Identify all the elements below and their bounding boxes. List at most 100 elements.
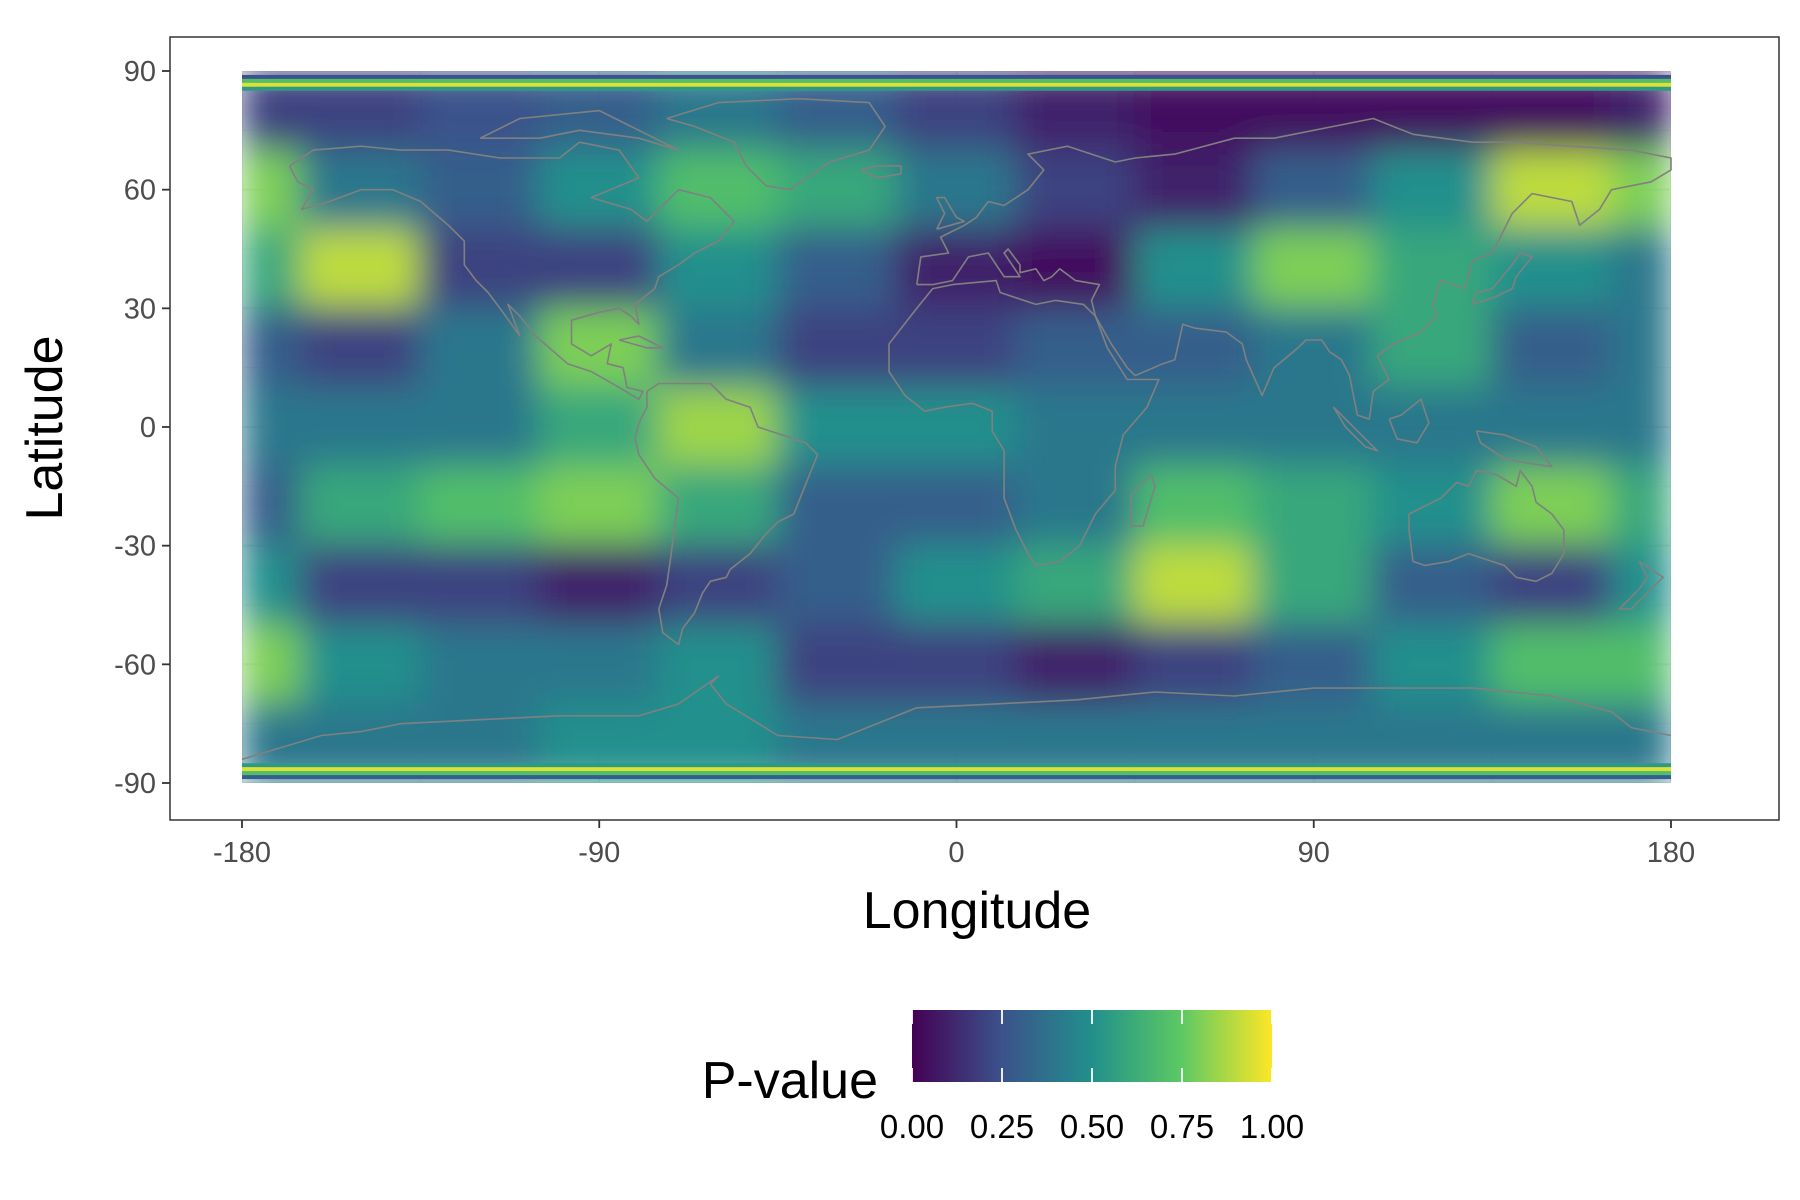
heatmap-cell: [1491, 149, 1613, 231]
y-axis: 90 60 30 0 -30 -60 -90: [114, 56, 170, 800]
coastline-eurasia: [916, 117, 1672, 420]
heatmap-cell: [241, 386, 303, 468]
heatmap-cell: [895, 544, 1018, 626]
polar-band: [242, 775, 1671, 780]
heatmap-cell: [1015, 623, 1137, 705]
heatmap-cell: [1610, 228, 1672, 310]
polar-band: [242, 74, 1671, 79]
x-tick-label: -180: [213, 837, 271, 869]
heatmap-cell: [657, 623, 779, 705]
coastline-japan: [1471, 252, 1533, 306]
y-tick-label: 60: [124, 175, 156, 207]
heatmap-cell: [419, 623, 541, 705]
colorbar-tick-label: 0.00: [880, 1108, 944, 1145]
heatmap-cell: [538, 623, 660, 705]
heatmap-cell: [657, 386, 779, 468]
heatmap-cell: [1253, 544, 1375, 626]
heatmap-cell: [300, 544, 422, 626]
colorbar-tick-label: 0.75: [1150, 1108, 1214, 1145]
heatmap-cell: [1372, 623, 1494, 705]
heatmap-cell: [1610, 623, 1672, 705]
heatmap-cell: [1372, 544, 1494, 626]
heatmap-cell: [538, 544, 660, 626]
colorbar-legend: P-value 0.00 0.25 0.50 0.75 1.00: [702, 1010, 1304, 1145]
heatmap-cell: [1610, 307, 1672, 389]
heatmap-cell: [538, 465, 660, 547]
heatmap-cell: [241, 149, 303, 231]
heatmap-cell: [1015, 544, 1137, 626]
heatmap-cell: [776, 386, 898, 468]
coastline-new-guinea: [1475, 430, 1553, 468]
heatmap-extent-mask: [170, 37, 1779, 820]
x-tick-label: 90: [1298, 837, 1330, 869]
heatmap-cell: [1253, 386, 1375, 468]
coastline-overlay: [241, 97, 1672, 761]
heatmap-cell: [1134, 544, 1256, 626]
heatmap-cell: [776, 465, 898, 547]
heatmap-cell: [895, 386, 1018, 468]
coastline-sumatra: [1332, 406, 1379, 452]
polar-band: [242, 767, 1671, 772]
heatmap-cell: [1610, 149, 1672, 231]
heatmap-cell: [1134, 465, 1256, 547]
heatmap-cell: [1134, 149, 1256, 231]
heatmap-cell: [1372, 386, 1494, 468]
heatmap-cell: [241, 465, 303, 547]
heatmap-cell: [538, 307, 660, 389]
coastline-south-america: [634, 382, 819, 646]
heatmap-cell: [1253, 465, 1375, 547]
coastline-north-america: [288, 141, 736, 401]
heatmap-cell: [419, 149, 541, 231]
colorbar-tick-label: 1.00: [1240, 1108, 1304, 1145]
heatmap-cell: [1372, 149, 1494, 231]
heatmap-cell: [1015, 386, 1137, 468]
polar-band: [242, 763, 1671, 768]
heatmap-cell: [776, 307, 898, 389]
colorbar-tick-label: 0.25: [970, 1108, 1034, 1145]
heatmap-cell: [1372, 465, 1494, 547]
heatmap-cell: [1491, 386, 1613, 468]
coastline-british-isles: [935, 196, 966, 230]
heatmap-cell: [776, 623, 898, 705]
heatmap-cell: [1610, 386, 1672, 468]
heatmap-cell: [1491, 307, 1613, 389]
heatmap-cell: [1134, 386, 1256, 468]
polar-band: [242, 86, 1671, 91]
heatmap-cell: [776, 228, 898, 310]
coastline-iceland: [860, 165, 902, 179]
polar-band: [242, 82, 1671, 87]
heatmap-cell: [538, 386, 660, 468]
coastline-greenland: [666, 97, 886, 191]
heatmap-cell: [241, 228, 303, 310]
heatmap-cell: [300, 307, 422, 389]
heatmap-cell: [300, 228, 422, 310]
heatmap-field: [241, 70, 1672, 784]
heatmap-cell: [1015, 465, 1137, 547]
heatmap-cell: [1015, 307, 1137, 389]
heatmap-cell: [776, 149, 898, 231]
heatmap-cell: [1134, 228, 1256, 310]
plot-panel: [169, 36, 1780, 821]
y-tick-label: 30: [124, 293, 156, 325]
coastline-africa: [888, 279, 1160, 567]
coastline-cuba: [618, 335, 664, 349]
heatmap-cell: [241, 544, 303, 626]
heatmap-cell: [1491, 544, 1613, 626]
heatmap-cell: [241, 307, 303, 389]
heatmap-cell: [1491, 465, 1613, 547]
heatmap-cell: [538, 228, 660, 310]
heatmap-cell: [657, 307, 779, 389]
heatmap-cell: [241, 623, 303, 705]
legend-title: P-value: [702, 1052, 878, 1110]
heatmap-cell: [895, 465, 1018, 547]
heatmap-cell: [419, 386, 541, 468]
heatmap-cell: [895, 307, 1018, 389]
heatmap-cell: [895, 228, 1018, 310]
x-tick-label: -90: [578, 837, 620, 869]
x-tick-label: 180: [1647, 837, 1695, 869]
coastline-australia: [1408, 469, 1565, 583]
heatmap-cell: [419, 465, 541, 547]
panel-border: [169, 36, 1780, 821]
y-tick-label: 0: [140, 412, 156, 444]
x-axis-title: Longitude: [863, 882, 1091, 940]
